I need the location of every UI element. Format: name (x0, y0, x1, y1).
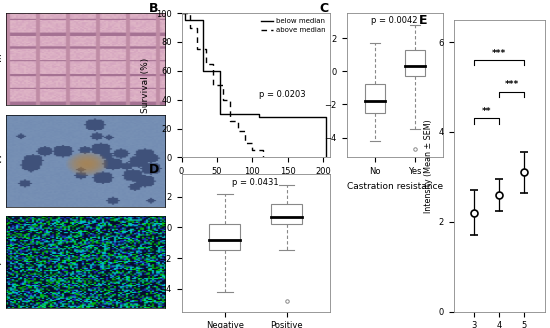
Text: E: E (419, 14, 428, 27)
Bar (210, 224, 240, 250)
Y-axis label: QDL: QDL (0, 258, 1, 267)
Y-axis label: Survival (%): Survival (%) (141, 58, 151, 113)
Text: p = 0.0431: p = 0.0431 (233, 178, 279, 187)
Text: p = 0.0203: p = 0.0203 (258, 90, 305, 99)
Y-axis label: H&E: H&E (0, 54, 1, 64)
Text: ***: *** (504, 80, 519, 89)
Bar (405, 50, 425, 76)
Text: p = 0.0042: p = 0.0042 (371, 16, 418, 25)
Y-axis label: Intensity (Mean ± SEM): Intensity (Mean ± SEM) (424, 119, 433, 213)
Text: C: C (320, 2, 329, 14)
Bar (271, 204, 302, 224)
X-axis label: Time (month): Time (month) (225, 182, 287, 191)
Text: B: B (149, 2, 158, 14)
Legend: below median, above median: below median, above median (260, 17, 327, 35)
Text: **: ** (482, 107, 491, 116)
Text: D: D (149, 163, 159, 176)
X-axis label: Castration resistance: Castration resistance (346, 182, 443, 191)
Y-axis label: IHC: IHC (0, 156, 1, 165)
Text: ***: *** (492, 49, 506, 58)
Bar (365, 84, 384, 113)
